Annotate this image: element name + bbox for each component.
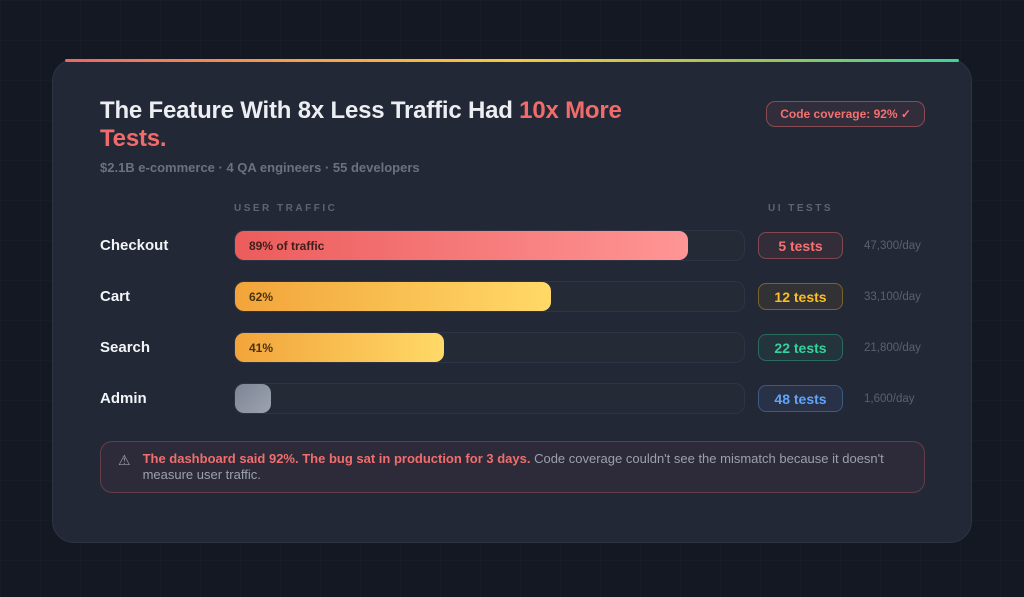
daily-volume: 33,100/day — [864, 290, 921, 303]
daily-volume: 1,600/day — [864, 392, 915, 405]
card-header: The Feature With 8x Less Traffic Had 10x… — [100, 97, 925, 152]
bar-label: 41% — [249, 340, 274, 355]
infographic-card: The Feature With 8x Less Traffic Had 10x… — [52, 59, 972, 543]
bar-label: 62% — [249, 289, 274, 304]
column-header-user-traffic: USER TRAFFIC — [234, 203, 338, 214]
row-label: Cart — [100, 288, 131, 305]
warning-text-bold: The dashboard said 92%. The bug sat in p… — [142, 451, 531, 466]
traffic-bar: 89% of traffic — [235, 231, 688, 260]
traffic-bar: 41% — [235, 333, 444, 362]
daily-volume: 47,300/day — [864, 239, 921, 252]
bar-track: 62% — [234, 281, 745, 312]
warning-text: The dashboard said 92%. The bug sat in p… — [143, 451, 904, 483]
bar-track: 41% — [234, 332, 745, 363]
bar-track: 89% of traffic — [234, 230, 745, 261]
tests-badge: 12 tests — [758, 283, 843, 310]
warning-banner: ⚠ The dashboard said 92%. The bug sat in… — [100, 441, 925, 493]
traffic-bar: 62% — [235, 282, 551, 311]
chart-row-admin: Admin 48 tests 1,600/day — [100, 383, 925, 414]
gradient-accent-line — [65, 59, 959, 62]
row-label: Admin — [100, 390, 147, 407]
warning-triangle-icon: ⚠ — [118, 452, 131, 468]
chart-row-search: Search 41% 22 tests 21,800/day — [100, 332, 925, 363]
page-title: The Feature With 8x Less Traffic Had 10x… — [100, 97, 675, 152]
column-headers: USER TRAFFIC UI TESTS — [100, 203, 925, 214]
traffic-vs-tests-chart: USER TRAFFIC UI TESTS Checkout 89% of tr… — [100, 203, 925, 414]
daily-volume: 21,800/day — [864, 341, 921, 354]
title-accent-part: 10x More Tests. — [100, 97, 622, 152]
code-coverage-badge: Code coverage: 92% ✓ — [766, 101, 925, 127]
row-label: Search — [100, 339, 151, 356]
warning-text-rest: Code coverage couldn't see the mismatch … — [142, 451, 884, 482]
tests-badge: 48 tests — [758, 385, 843, 412]
chart-row-checkout: Checkout 89% of traffic 5 tests 47,300/d… — [100, 230, 925, 261]
subtitle: $2.1B e-commerce · 4 QA engineers · 55 d… — [100, 160, 420, 175]
bar-label: 89% of traffic — [249, 238, 325, 253]
tests-badge: 22 tests — [758, 334, 843, 361]
bar-track — [234, 383, 745, 414]
chart-row-cart: Cart 62% 12 tests 33,100/day — [100, 281, 925, 312]
traffic-bar — [235, 384, 271, 413]
tests-badge: 5 tests — [758, 232, 843, 259]
row-label: Checkout — [100, 237, 169, 254]
column-header-ui-tests: UI TESTS — [767, 203, 833, 214]
title-white-part: The Feature With 8x Less Traffic Had — [100, 97, 513, 124]
